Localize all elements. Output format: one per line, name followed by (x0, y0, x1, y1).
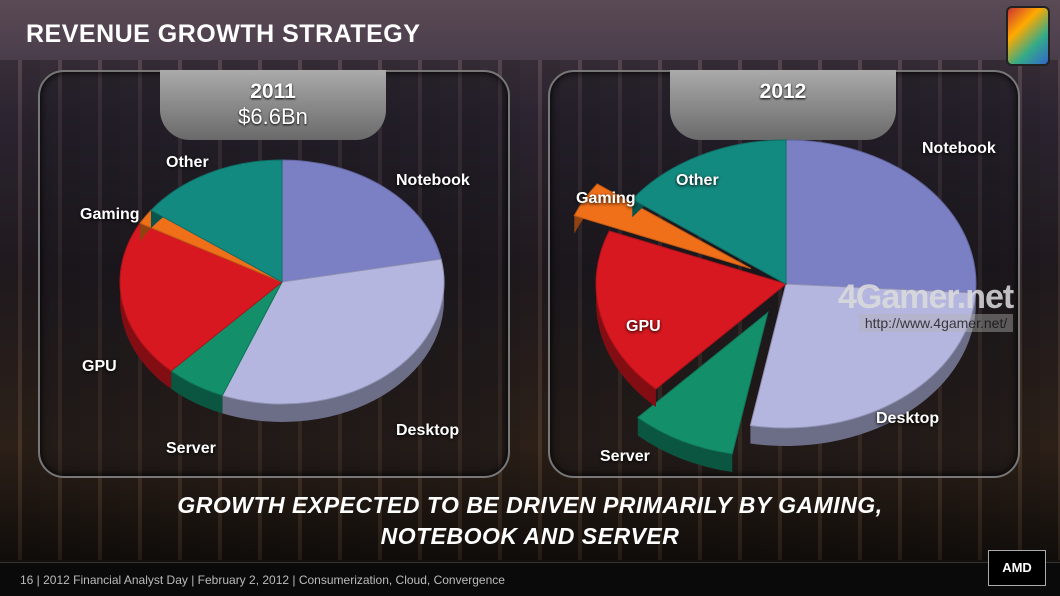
label-desktop: Desktop (396, 422, 460, 439)
pie-slice-gpu (595, 230, 788, 407)
tablet-icon (1006, 6, 1050, 66)
pie-chart-2011 (119, 159, 445, 422)
pie-slice-desktop (749, 283, 977, 447)
chart-panel-2012: 2012 Notebook Desktop Server GPU Gaming … (548, 70, 1020, 478)
label-gaming: Gaming (576, 190, 636, 207)
slide-title: REVENUE GROWTH STRATEGY (26, 20, 421, 48)
label-server: Server (166, 440, 216, 457)
label-gpu: GPU (82, 358, 117, 375)
pie-slice-other (150, 159, 283, 283)
label-gaming: Gaming (80, 206, 140, 223)
pie-slice-notebook (785, 139, 977, 312)
label-notebook: Notebook (396, 172, 470, 189)
amd-logo: AMD (988, 550, 1046, 586)
chart-title: 2011 (250, 80, 296, 103)
watermark: 4Gamer.net http://www.4gamer.net/ (838, 278, 1014, 333)
headline: GROWTH EXPECTED TO BE DRIVEN PRIMARILY B… (0, 490, 1060, 552)
label-desktop: Desktop (876, 410, 940, 427)
chart-tab-2012: 2012 (670, 70, 896, 140)
pie-slice-desktop (221, 258, 445, 422)
pie-slice-notebook (281, 159, 442, 283)
label-notebook: Notebook (922, 140, 996, 157)
headline-line-2: NOTEBOOK AND SERVER (380, 523, 680, 549)
chart-title: 2012 (759, 80, 807, 103)
pie-slice-gaming (573, 183, 752, 270)
headline-line-1: GROWTH EXPECTED TO BE DRIVEN PRIMARILY B… (177, 492, 883, 518)
pie-slice-other (631, 139, 787, 285)
watermark-logo: 4Gamer.net (838, 278, 1014, 316)
pie-slice-server (636, 311, 769, 472)
footer: 16 | 2012 Financial Analyst Day | Februa… (0, 562, 1060, 596)
chart-panel-2011: 2011 $6.6Bn Notebook Desktop Server GPU … (38, 70, 510, 478)
label-other: Other (166, 154, 209, 171)
label-server: Server (600, 448, 650, 465)
label-other: Other (676, 172, 719, 189)
chart-subtitle: $6.6Bn (238, 104, 308, 129)
watermark-url: http://www.4gamer.net/ (858, 314, 1014, 332)
pie-chart-2012 (573, 139, 977, 472)
pie-slice-gpu (119, 222, 283, 389)
chart-tab-2011: 2011 $6.6Bn (160, 70, 386, 140)
label-gpu: GPU (626, 318, 661, 335)
